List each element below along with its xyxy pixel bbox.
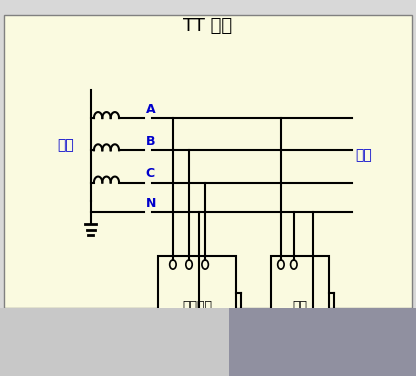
Text: 小四: 小四 [92, 323, 102, 332]
Text: N-C  系统: N-C 系统 [229, 323, 259, 332]
Text: U: U [87, 349, 94, 358]
Text: N: N [146, 197, 156, 210]
Text: 单相: 单相 [293, 300, 308, 314]
Text: A⁺ A⁻: A⁺ A⁻ [146, 323, 168, 332]
Text: ab: ab [112, 349, 123, 358]
Text: 负荷: 负荷 [355, 148, 372, 162]
Text: 三相设备: 三相设备 [182, 300, 212, 314]
Text: TT 系统: TT 系统 [183, 17, 233, 35]
Bar [271, 256, 329, 330]
Text: I: I [67, 349, 69, 358]
Text: 电源: 电源 [57, 139, 74, 153]
Text: A: A [146, 103, 155, 116]
Bar [158, 256, 236, 330]
Text: 宋体: 宋体 [12, 323, 22, 332]
Text: C: C [146, 167, 155, 180]
Text: ≡ ≣: ≡ ≣ [175, 349, 191, 358]
Text: B: B [42, 349, 49, 358]
Text: www.elecfans.com: www.elecfans.com [292, 339, 357, 345]
Text: B: B [146, 135, 155, 148]
Text: A: A [137, 349, 144, 358]
